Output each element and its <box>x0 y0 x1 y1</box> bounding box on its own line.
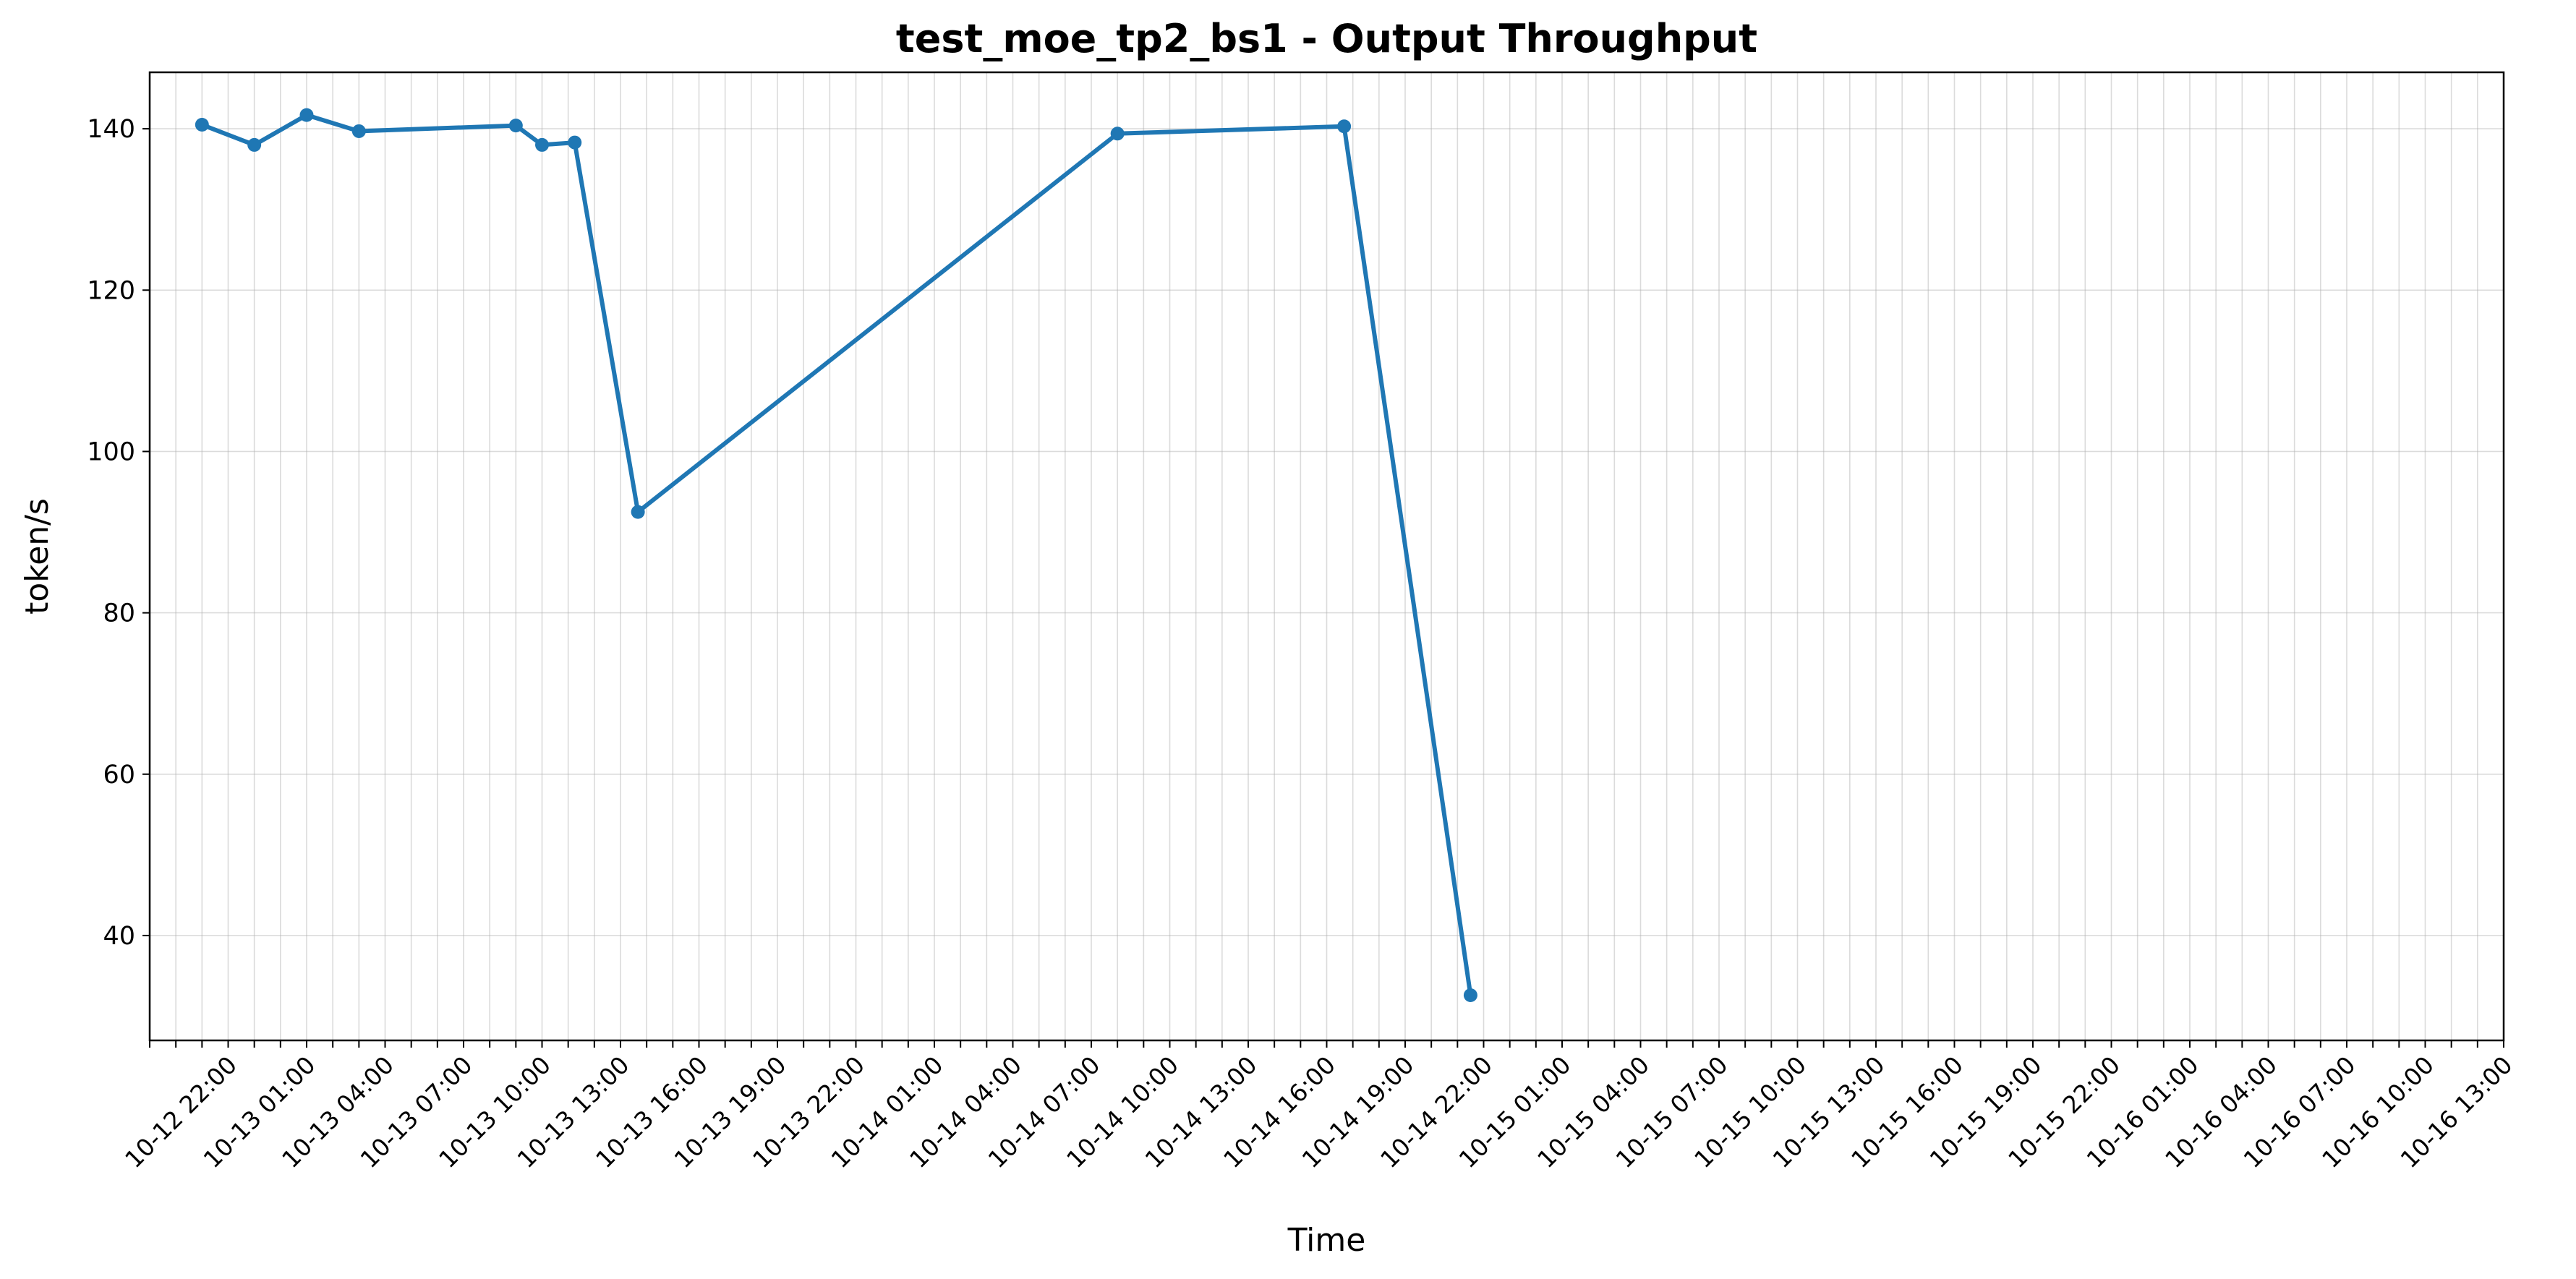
data-point <box>299 108 314 122</box>
data-point <box>568 135 582 150</box>
y-tick-label: 100 <box>87 437 135 466</box>
data-point <box>247 137 262 152</box>
y-tick-label: 60 <box>103 761 135 790</box>
data-point <box>535 137 549 152</box>
grid <box>149 72 2504 1040</box>
data-point <box>351 124 366 138</box>
series-line <box>201 113 1473 996</box>
y-axis: 40 60 80 100 120 140 <box>87 115 150 951</box>
data-point <box>631 505 645 519</box>
data-point <box>1463 988 1477 1003</box>
chart-title: test_moe_tp2_bs1 - Output Throughput <box>896 16 1757 61</box>
data-point <box>508 119 523 133</box>
data-point <box>195 118 209 132</box>
data-point <box>1337 119 1352 134</box>
series <box>195 108 1477 1003</box>
y-tick-label: 120 <box>87 276 135 305</box>
data-point <box>1110 127 1125 141</box>
y-tick-label: 80 <box>103 599 135 628</box>
y-axis-label: token/s <box>19 498 56 615</box>
y-tick-label: 140 <box>87 115 135 144</box>
x-axis-label: Time <box>1287 1222 1366 1259</box>
y-tick-label: 40 <box>103 922 135 951</box>
